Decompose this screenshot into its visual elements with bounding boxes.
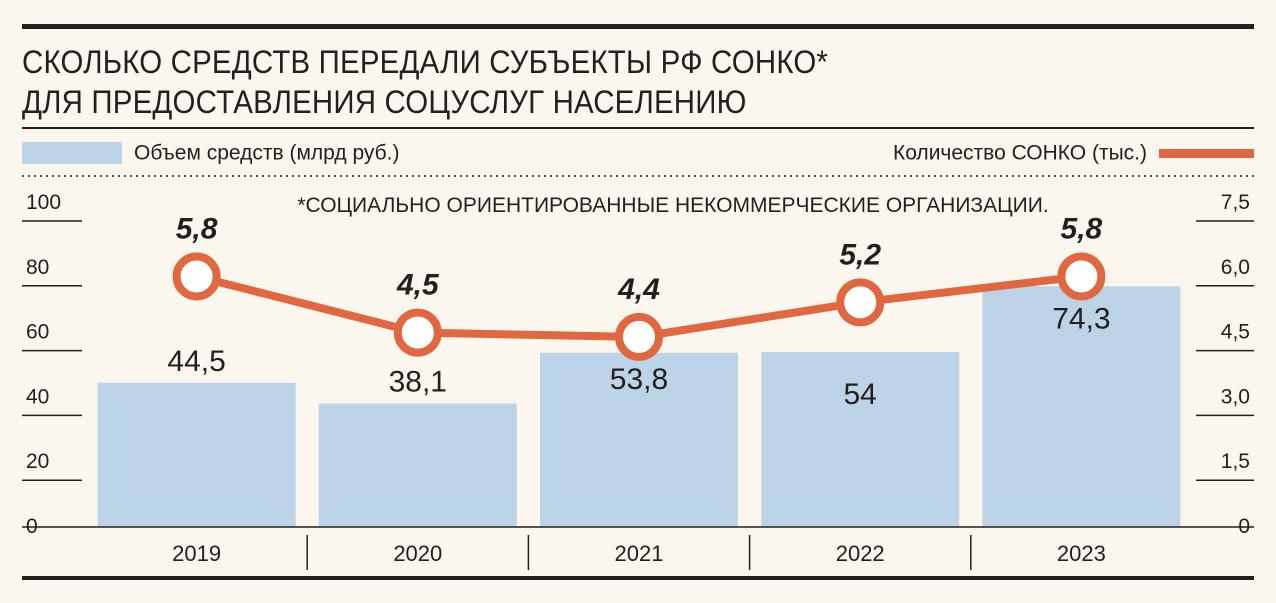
- line-value-label: 5,2: [839, 238, 881, 271]
- y-right-tick-label: 7,5: [1221, 191, 1250, 214]
- legend-line-label: Количество СОНКО (тыс.): [892, 141, 1147, 165]
- line-series: 5,8 4,5 4,4 5,2 5,8: [172, 212, 1106, 361]
- bar-value-label: 44,5: [167, 345, 225, 378]
- bar-value-label: 53,8: [610, 363, 668, 396]
- line-point: [172, 252, 221, 301]
- bar: [318, 403, 517, 527]
- legend-line: Количество СОНКО (тыс.): [893, 141, 1254, 167]
- bar-value-label: 54: [844, 378, 877, 411]
- bar: [97, 382, 296, 527]
- line-value-label: 5,8: [1061, 212, 1103, 245]
- y-left-tick-label: 80: [26, 256, 49, 279]
- y-right-tick-label: 4,5: [1221, 321, 1250, 344]
- legend-bars-label: Объем средств (млрд руб.): [134, 141, 400, 165]
- y-left-tick-label: 60: [26, 321, 49, 344]
- y-left-tick-label: 40: [26, 385, 49, 408]
- x-tick-label: 2020: [393, 541, 442, 566]
- bar-value-labels: 44,5 38,1 53,8 54 74,3: [167, 302, 1110, 411]
- x-tick-label: 2021: [615, 541, 664, 566]
- y-right-tick-label: 6,0: [1221, 256, 1250, 279]
- line-point: [393, 308, 442, 357]
- legend-bar-swatch: [22, 142, 122, 165]
- bar: [761, 352, 960, 527]
- bar-value-label: 74,3: [1052, 302, 1110, 335]
- chart-title: СКОЛЬКО СРЕДСТВ ПЕРЕДАЛИ СУБЪЕКТЫ РФ СОН…: [22, 42, 898, 122]
- line-point: [1057, 252, 1106, 301]
- bar: [540, 352, 738, 527]
- bottom-rule: [22, 576, 1254, 580]
- y-axis-right: 01,53,04,56,07,5: [1221, 191, 1250, 538]
- line-point: [836, 278, 885, 327]
- x-axis: 2019 2020 2021 2022 2023: [22, 526, 1254, 570]
- line-value-label: 5,8: [176, 212, 218, 245]
- title-line-2: ДЛЯ ПРЕДОСТАВЛЕНИЯ СОЦУСЛУГ НАСЕЛЕНИЮ: [22, 84, 747, 120]
- y-right-tick-label: 3,0: [1221, 385, 1250, 408]
- y-left-tick-label: 20: [26, 450, 49, 473]
- x-tick-label: 2019: [172, 541, 221, 566]
- y-left-tick-label: 100: [26, 191, 61, 214]
- legend-bars: Объем средств (млрд руб.): [22, 141, 400, 167]
- y-right-tick-label: 1,5: [1221, 450, 1250, 473]
- bar-series: [97, 286, 1181, 527]
- line-value-label: 4,5: [396, 269, 440, 302]
- bar: [982, 286, 1181, 527]
- footnote: *СОЦИАЛЬНО ОРИЕНТИРОВАННЫЕ НЕКОММЕРЧЕСКИ…: [297, 194, 1048, 217]
- x-tick-label: 2023: [1057, 541, 1106, 566]
- bar-value-label: 38,1: [389, 366, 447, 399]
- line-value-label: 4,4: [617, 273, 660, 306]
- line-point: [615, 312, 663, 361]
- title-rule: [22, 127, 1254, 129]
- legend-line-swatch: [1159, 148, 1254, 158]
- top-rule: [22, 24, 1254, 29]
- gridlines: [22, 220, 1254, 481]
- x-tick-label: 2022: [836, 541, 885, 566]
- title-line-1: СКОЛЬКО СРЕДСТВ ПЕРЕДАЛИ СУБЪЕКТЫ РФ СОН…: [22, 44, 829, 80]
